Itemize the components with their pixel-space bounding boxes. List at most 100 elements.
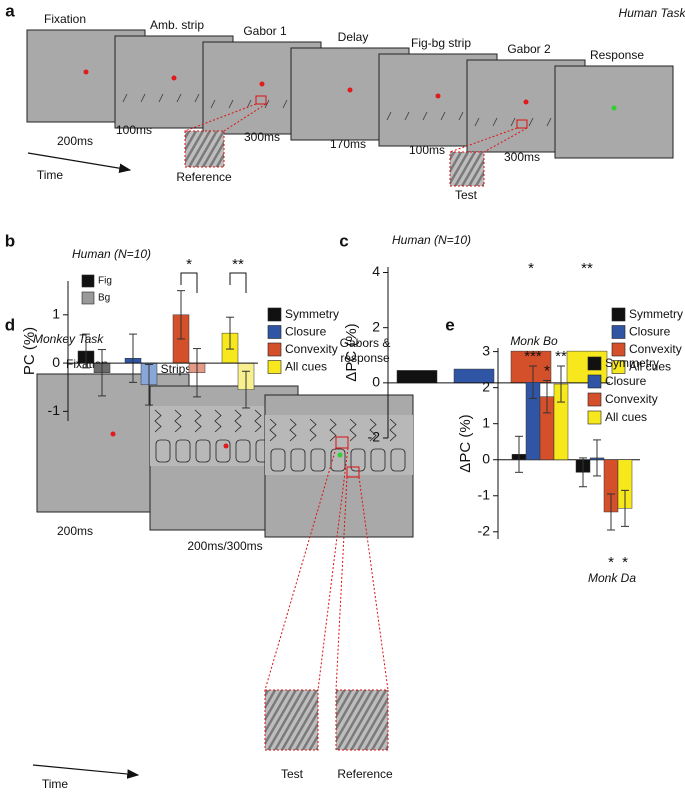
screen-label: Delay (338, 30, 369, 44)
legend-label: Closure (605, 374, 647, 388)
strip-shape (270, 448, 286, 472)
strip-shape (390, 448, 406, 472)
panel-letter: c (339, 231, 348, 250)
strip-contour (140, 93, 146, 103)
error-bar (543, 379, 551, 414)
strip-shape (195, 439, 211, 463)
test-label: Test (281, 767, 304, 781)
strip-shape (330, 448, 346, 472)
strip-contour (474, 117, 480, 127)
legend-label: Symmetry (629, 307, 683, 321)
legend-label: Convexity (285, 342, 338, 356)
strip-contour (329, 418, 337, 442)
duration: 200ms/300ms (187, 539, 262, 553)
y-tick-label: -1 (48, 402, 61, 418)
screen-label: Gabors & (340, 336, 391, 350)
legend-label: Convexity (605, 392, 658, 406)
strip-contour (174, 409, 182, 433)
bar (510, 350, 552, 384)
error-bar (529, 365, 537, 399)
error-bar (98, 349, 106, 397)
time-label: Time (42, 777, 69, 791)
y-tick-label: 3 (482, 342, 490, 358)
y-axis-title: ΔPC (%) (457, 414, 474, 472)
y-tick-label: -2 (368, 429, 381, 445)
fixation-dot (110, 431, 116, 437)
panel-letter: d (5, 315, 15, 334)
fixation-dot (435, 93, 441, 99)
error-bar (226, 316, 234, 350)
strip-contour (458, 111, 464, 121)
panel-letter: b (5, 231, 15, 250)
fixation-dot (259, 81, 265, 87)
y-axis-title: ΔPC (%) (343, 323, 360, 381)
strip-contour (210, 99, 216, 109)
error-bar (145, 364, 153, 406)
significance: * (544, 362, 550, 379)
strip-contour (386, 111, 392, 121)
strip-contour (404, 111, 410, 121)
fixation-dot (223, 443, 229, 449)
legend-label: Closure (629, 325, 671, 339)
error-bar (607, 493, 615, 531)
strip-shape (350, 448, 366, 472)
panel-letter: e (445, 315, 454, 334)
error-bar (579, 457, 587, 488)
strip-shape (235, 439, 251, 463)
error-bar (193, 348, 201, 398)
legend-swatch (611, 342, 626, 357)
strip-shape (370, 448, 386, 472)
zoom-line (184, 103, 267, 132)
y-axis-title: PC (%) (21, 327, 38, 375)
legend-swatch (267, 360, 282, 374)
legend-swatch (81, 291, 95, 305)
fixation-dot (171, 75, 177, 81)
task-title: Monkey Task (33, 332, 104, 346)
strip-shape (290, 448, 306, 472)
y-tick-label: 1 (482, 414, 490, 430)
roi (346, 466, 360, 478)
screen-label: Amb. strip (150, 18, 204, 32)
time-arrow (27, 152, 132, 173)
strip-contour (349, 418, 357, 442)
error-bar (129, 333, 137, 383)
legend-label: Closure (285, 325, 327, 339)
legend-swatch (587, 392, 602, 407)
duration: 200ms (57, 134, 93, 148)
roi (255, 95, 267, 105)
zoom-line (264, 447, 389, 691)
strip-contour (289, 418, 297, 442)
strip-contour (214, 409, 222, 433)
significance: ** (555, 348, 567, 365)
legend-label: Symmetry (605, 356, 659, 370)
group-label: Monk Da (588, 571, 636, 585)
duration: 100ms (116, 123, 152, 137)
test-patch (264, 689, 319, 751)
significance: * (608, 554, 614, 571)
strip-contour (440, 111, 446, 121)
duration: 300ms (504, 150, 540, 164)
test-label: Test (455, 188, 478, 202)
significance: * (528, 260, 534, 277)
group-label: Monk Bo (510, 334, 558, 348)
y-tick-label: 2 (482, 378, 490, 394)
screen-label: Gabor 1 (243, 24, 287, 38)
chart-title: Human (N=10) (72, 247, 151, 261)
legend-swatch (267, 325, 282, 339)
time-arrow (32, 764, 140, 779)
fixation-dot (337, 452, 343, 458)
significance: *** (524, 348, 542, 365)
strip-contour (309, 418, 317, 442)
error-bar (82, 333, 90, 369)
legend-label: All cues (285, 360, 327, 374)
y-tick-label: -1 (478, 486, 491, 502)
duration: 170ms (330, 137, 366, 151)
error-bar (593, 439, 601, 477)
y-tick-label: 2 (372, 318, 380, 334)
panel-letter: a (5, 1, 15, 20)
legend-swatch (587, 410, 602, 425)
screen-label: Gabor 2 (507, 42, 551, 56)
strip-contour (510, 117, 516, 127)
strip-contour (254, 409, 262, 433)
significance: ** (581, 260, 593, 277)
